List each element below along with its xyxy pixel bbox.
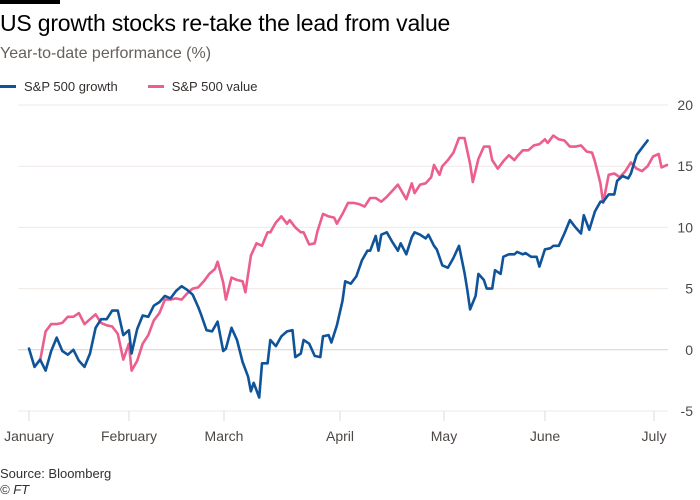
ft-brand-bar (0, 0, 60, 4)
x-tick-label: March (205, 428, 244, 444)
gridlines (18, 104, 668, 412)
series-line-sp500-value (38, 134, 669, 372)
y-tick-label: -5 (681, 403, 694, 419)
legend: S&P 500 growth S&P 500 value (0, 79, 258, 94)
y-tick-label: 5 (685, 281, 693, 297)
chart-title: US growth stocks re-take the lead from v… (0, 10, 451, 36)
y-axis: 20 15 10 5 0 -5 (677, 97, 693, 419)
source-note: Source: Bloomberg (0, 466, 112, 481)
x-tick-label: July (642, 428, 667, 444)
legend-swatch-value (147, 85, 164, 88)
x-axis: January February March April May June July (4, 411, 666, 444)
series-line-sp500-growth (27, 139, 649, 399)
y-tick-label: 10 (677, 219, 693, 235)
x-tick-label: February (101, 428, 157, 444)
series-lines (27, 134, 669, 399)
x-tick-label: June (530, 428, 561, 444)
x-tick-label: April (326, 428, 354, 444)
copyright-note: © FT (0, 482, 30, 497)
y-tick-label: 0 (685, 342, 693, 358)
y-tick-label: 15 (677, 158, 693, 174)
x-tick-label: May (431, 428, 457, 444)
y-tick-label: 20 (677, 97, 693, 113)
chart-subtitle: Year-to-date performance (%) (0, 45, 212, 62)
legend-item-value: S&P 500 value (147, 79, 258, 94)
x-tick-label: January (4, 428, 54, 444)
legend-label-growth: S&P 500 growth (24, 79, 118, 94)
legend-label-value: S&P 500 value (171, 79, 258, 94)
legend-item-growth: S&P 500 growth (0, 79, 118, 94)
legend-swatch-growth (0, 85, 16, 88)
